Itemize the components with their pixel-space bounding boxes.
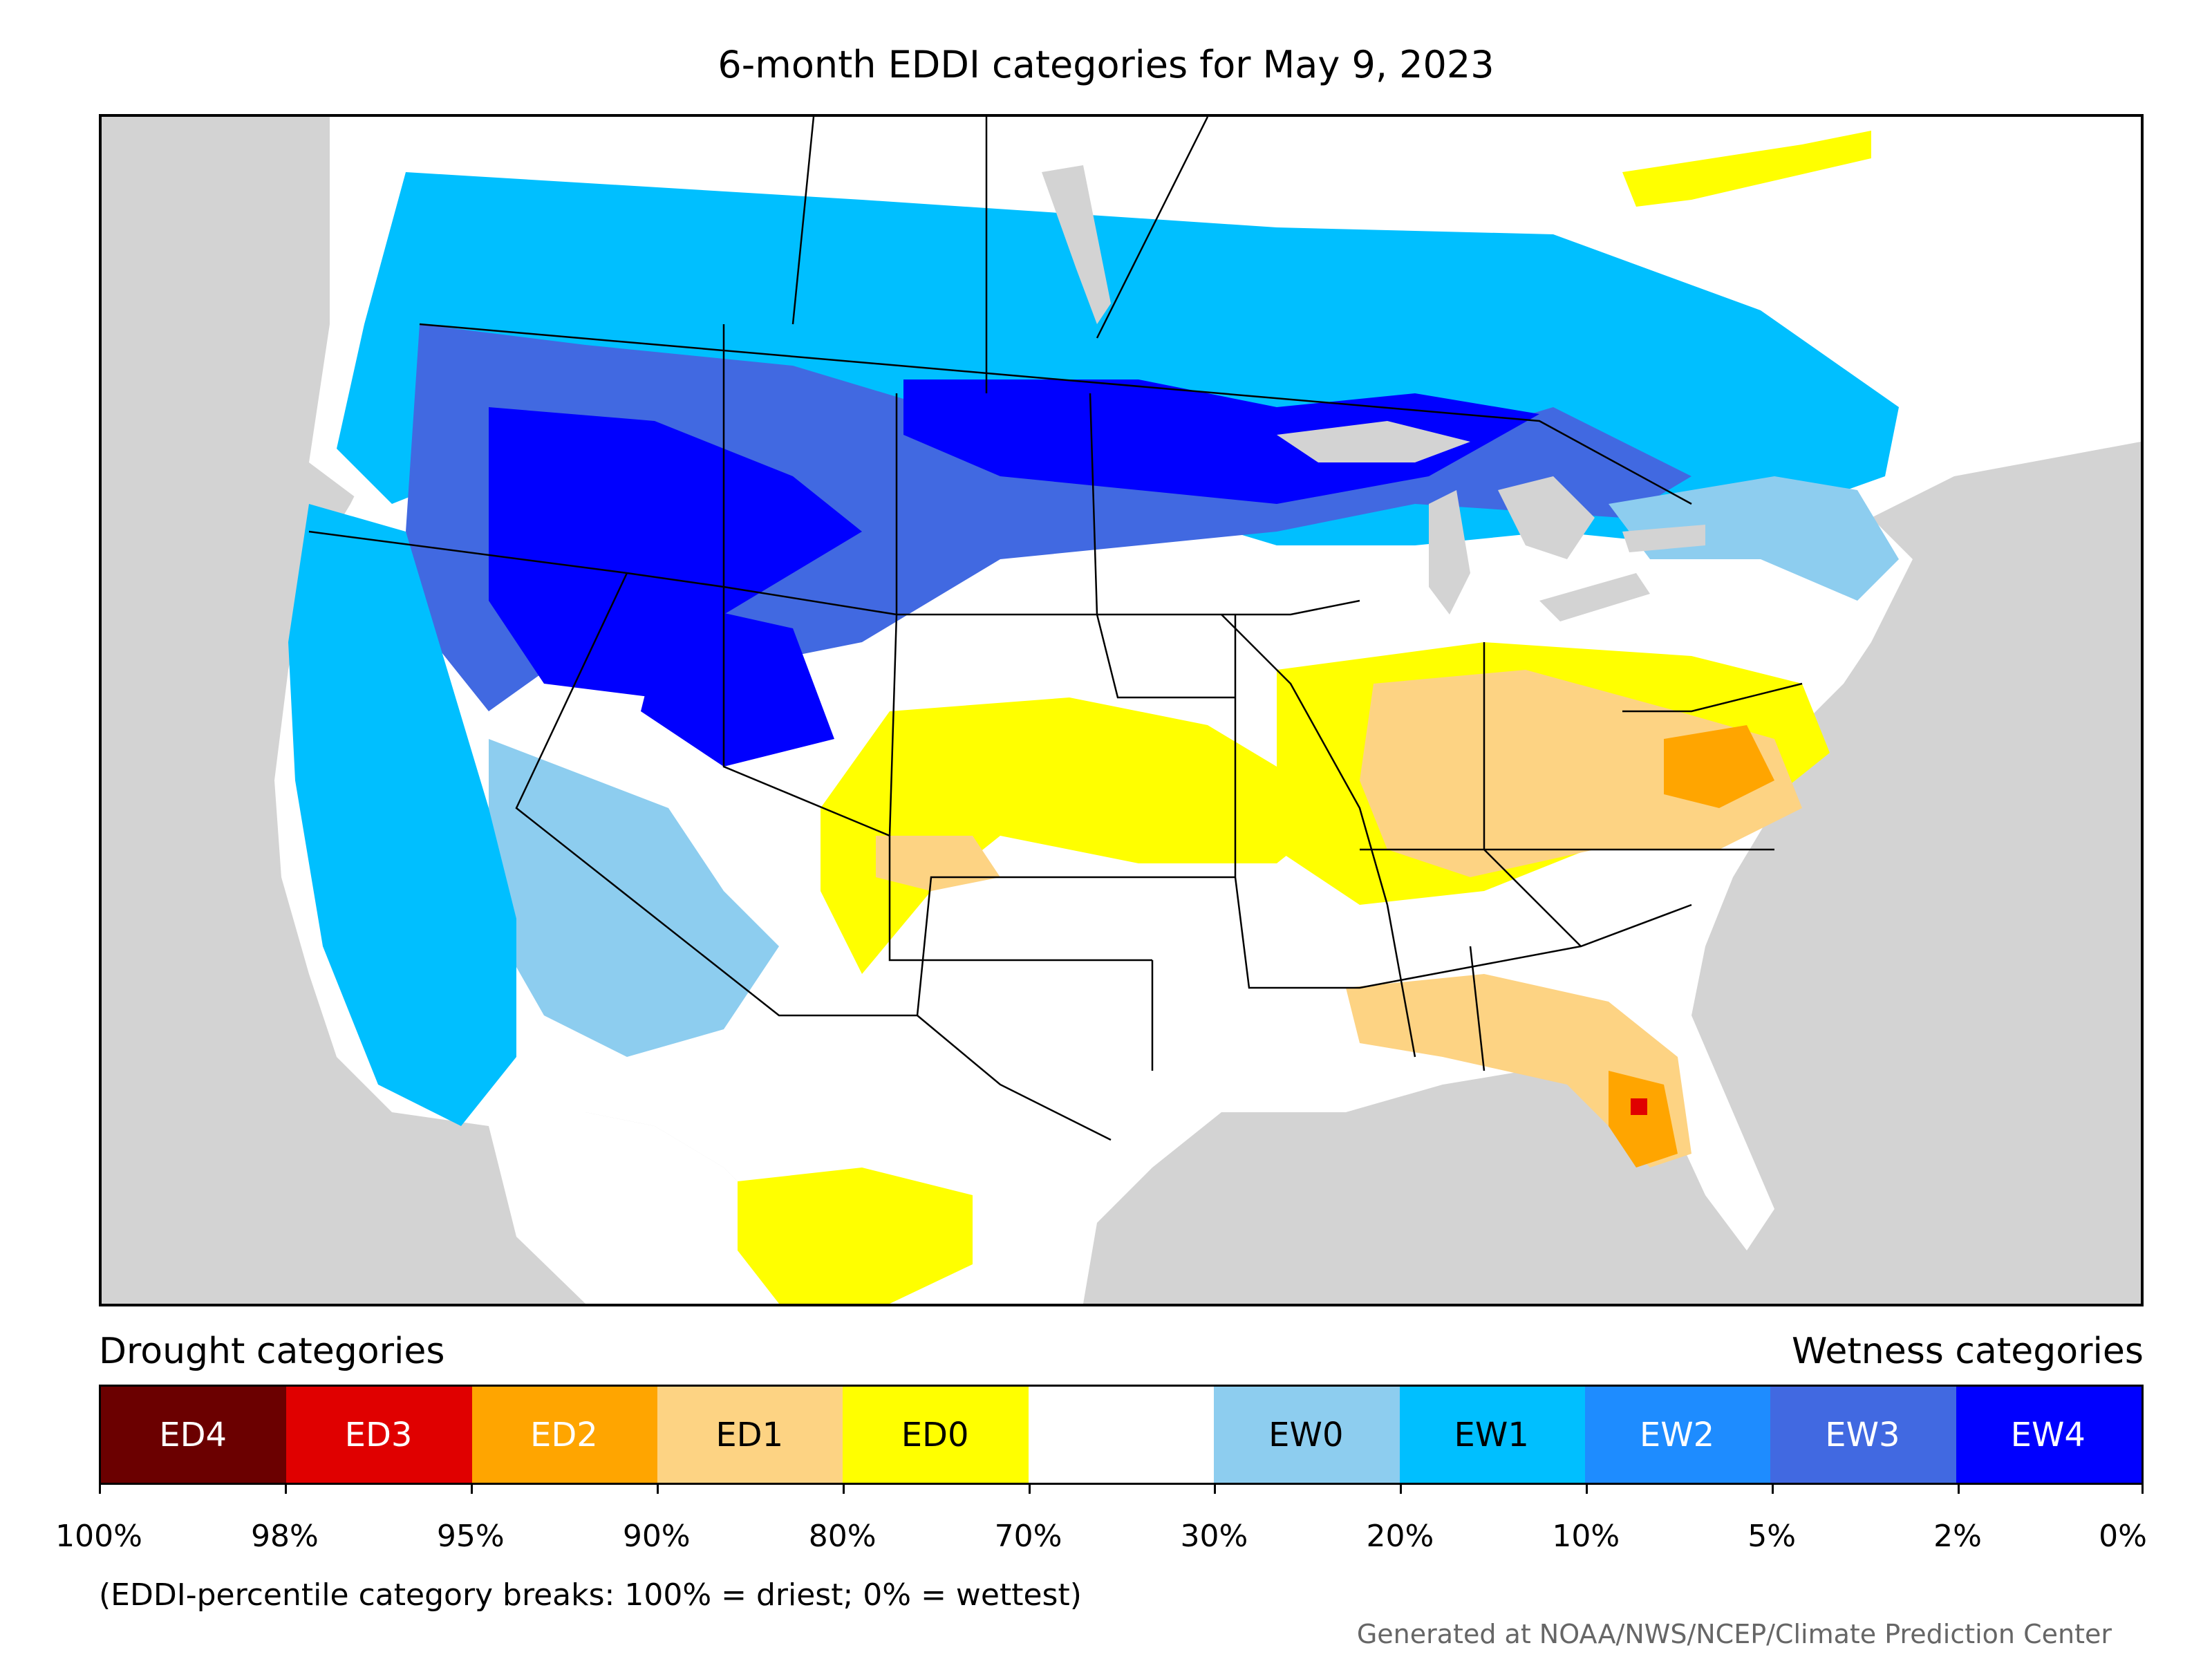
ed2-region-virginia [1664, 725, 1774, 808]
colorbar-ticks: 100% 98% 95% 90% 80% 70% 30% 20% 10% 5% … [55, 1483, 2147, 1554]
tick-mark [99, 1483, 101, 1494]
ew1-region-west-coast [288, 504, 516, 1126]
map-title: 6-month EDDI categories for May 9, 2023 [718, 43, 1494, 86]
ew4-region-utah [641, 601, 834, 767]
tick-label-100: 100% [55, 1519, 142, 1554]
category-ew1: EW1 [1399, 1387, 1585, 1483]
category-colorbar: ED4 ED3 ED2 ED1 ED0 EW0 EW1 EW2 EW3 EW4 [99, 1385, 2144, 1485]
ed1-region-ohio-valley [1360, 670, 1802, 877]
category-ew3: EW3 [1770, 1387, 1956, 1483]
ed0-region-ne-canada [1622, 131, 1871, 207]
wetness-categories-heading: Wetness categories [1792, 1331, 2144, 1372]
tick-mark [470, 1483, 473, 1494]
tick-mark [656, 1483, 659, 1494]
tick-mark [1400, 1483, 1403, 1494]
ew4-region-dakotas [903, 379, 1539, 504]
tick-label-2: 2% [1933, 1519, 1982, 1554]
category-ew2: EW2 [1584, 1387, 1771, 1483]
category-neutral [1028, 1387, 1215, 1483]
tick-label-30: 30% [1180, 1519, 1248, 1554]
ew4-region-core [489, 407, 862, 697]
tick-label-98: 98% [251, 1519, 319, 1554]
tick-mark [1586, 1483, 1588, 1494]
category-ew0: EW0 [1214, 1387, 1400, 1483]
tick-mark [1958, 1483, 1960, 1494]
tick-mark [1214, 1483, 1217, 1494]
tick-label-80: 80% [808, 1519, 877, 1554]
category-ed0: ED0 [843, 1387, 1029, 1483]
tick-label-70: 70% [994, 1519, 1062, 1554]
category-ed3: ED3 [286, 1387, 472, 1483]
tick-label-95: 95% [436, 1519, 505, 1554]
ed1-region-southeast [1346, 974, 1691, 1168]
category-ew4: EW4 [1956, 1387, 2141, 1483]
lake-michigan [1429, 490, 1470, 615]
ed0-region-plains [821, 697, 1346, 974]
source-credit: Generated at NOAA/NWS/NCEP/Climate Predi… [1356, 1619, 2112, 1649]
ed2-region-florida [1609, 1071, 1678, 1168]
category-ed1: ED1 [657, 1387, 843, 1483]
lake-ontario [1622, 525, 1705, 552]
category-ed4: ED4 [101, 1387, 287, 1483]
ew0-region-northeast [1609, 476, 1899, 601]
lake-huron [1498, 476, 1595, 559]
ed3-spot-florida [1631, 1098, 1647, 1115]
state-borders [308, 117, 1803, 1141]
tick-mark [842, 1483, 845, 1494]
tick-label-20: 20% [1366, 1519, 1434, 1554]
hudson-bay-lake [1042, 165, 1111, 324]
drought-categories-heading: Drought categories [99, 1331, 445, 1372]
tick-mark [2141, 1483, 2144, 1494]
tick-label-10: 10% [1552, 1519, 1620, 1554]
tick-mark [1772, 1483, 1774, 1494]
eddi-map [99, 114, 2144, 1306]
category-ed2: ED2 [471, 1387, 658, 1483]
category-breaks-note: (EDDI-percentile category breaks: 100% =… [99, 1577, 1082, 1613]
tick-label-90: 90% [622, 1519, 691, 1554]
lake-erie [1539, 573, 1650, 621]
lake-superior [1277, 421, 1470, 462]
tick-label-0: 0% [2099, 1519, 2147, 1554]
tick-mark [284, 1483, 287, 1494]
ew0-region-southwest [489, 739, 779, 1057]
tick-mark [1028, 1483, 1031, 1494]
tick-label-5: 5% [1747, 1519, 1797, 1554]
map-canvas [102, 117, 2141, 1304]
ed0-region-south-texas [738, 1168, 973, 1304]
